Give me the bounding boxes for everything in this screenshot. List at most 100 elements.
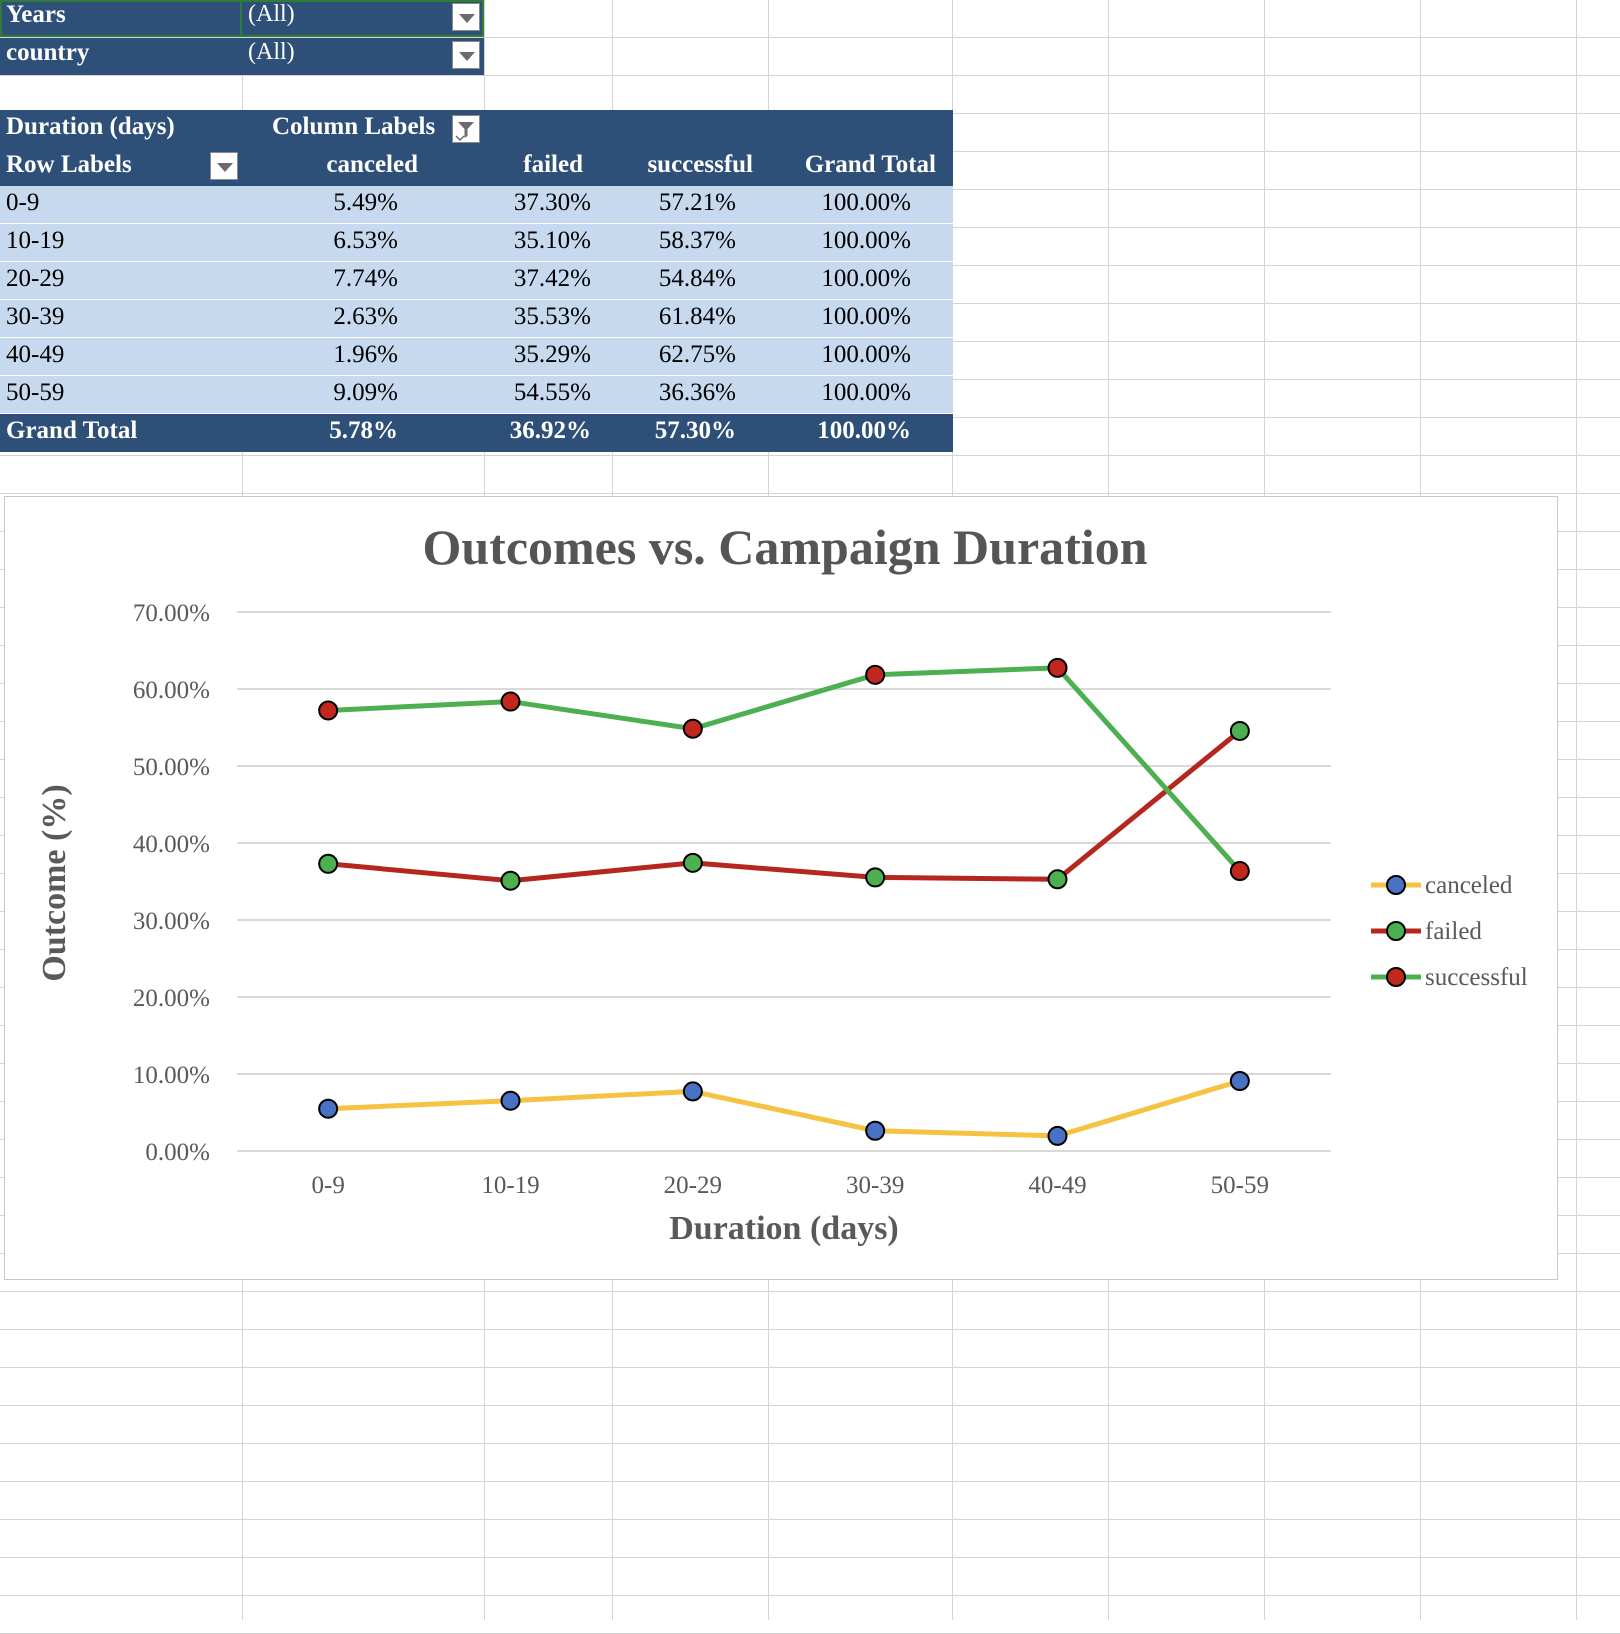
data-point-canceled — [682, 1081, 703, 1102]
grid-row-line — [0, 493, 1620, 494]
data-point-failed — [682, 852, 703, 873]
grid-row-line — [0, 75, 1620, 76]
column-header-canceled: canceled — [326, 151, 418, 178]
cell-failed: 35.10% — [513, 227, 591, 254]
row-label: 10-19 — [6, 227, 65, 254]
pivot-header-row-1: Duration (days) Column Labels — [0, 110, 953, 148]
data-point-canceled — [500, 1090, 521, 1111]
grid-row-line — [0, 1519, 1620, 1520]
cell-successful: 58.37% — [658, 227, 736, 254]
line-chart[interactable]: Outcomes vs. Campaign Duration 0.00% 10.00… — [4, 496, 1558, 1280]
x-tick-label: 0-9 — [312, 1172, 345, 1199]
row-label: 20-29 — [6, 265, 65, 292]
table-row[interactable]: 10-19 6.53% 35.10% 58.37% 100.00% — [0, 224, 953, 262]
cell-canceled: 1.96% — [333, 341, 398, 368]
column-header-grand-total: Grand Total — [804, 151, 936, 178]
legend-marker-canceled — [1386, 875, 1406, 895]
grid-row-line — [0, 1329, 1620, 1330]
data-point-canceled — [865, 1120, 886, 1141]
y-tick-label: 50.00% — [133, 754, 210, 781]
grid-row-line — [0, 1405, 1620, 1406]
grand-total-row[interactable]: Grand Total 5.78% 36.92% 57.30% 100.00% — [0, 414, 953, 452]
filter-field-label: Years — [6, 1, 66, 28]
cell-canceled: 5.78% — [329, 417, 398, 444]
grid-row-line — [0, 455, 1620, 456]
filter-value: (All) — [248, 39, 295, 65]
series-line-canceled — [328, 1078, 1241, 1139]
data-point-failed — [1229, 720, 1250, 741]
table-row[interactable]: 20-29 7.74% 37.42% 54.84% 100.00% — [0, 262, 953, 300]
grid-row-line — [0, 1443, 1620, 1444]
cell-canceled: 6.53% — [333, 227, 398, 254]
table-row[interactable]: 50-59 9.09% 54.55% 36.36% 100.00% — [0, 376, 953, 414]
data-point-canceled — [318, 1098, 339, 1119]
column-header-successful: successful — [647, 151, 753, 178]
table-row[interactable]: 0-9 5.49% 37.30% 57.21% 100.00% — [0, 186, 953, 224]
cell-failed: 35.53% — [513, 303, 591, 330]
filter-value: (All) — [248, 1, 295, 27]
grid-row-line — [0, 1291, 1620, 1292]
series-line-successful — [328, 665, 1242, 873]
cell-successful: 62.75% — [658, 341, 736, 368]
data-point-failed — [318, 853, 339, 874]
table-row[interactable]: 30-39 2.63% 35.53% 61.84% 100.00% — [0, 300, 953, 338]
data-point-failed — [1047, 869, 1068, 890]
grid-column-line — [1576, 0, 1577, 1620]
x-tick-label: 40-49 — [1028, 1172, 1086, 1199]
chart-canvas: Outcomes vs. Campaign Duration 0.00% 10.00… — [36, 519, 1528, 1247]
row-label: Grand Total — [6, 417, 138, 444]
y-tick-label: 20.00% — [133, 985, 210, 1012]
column-header-failed: failed — [523, 151, 583, 178]
grid-row-line — [0, 1367, 1620, 1368]
cell-successful: 57.21% — [658, 189, 736, 216]
y-axis-title: Outcome (%) — [36, 784, 73, 981]
cell-canceled: 2.63% — [333, 303, 398, 330]
x-axis-title: Duration (days) — [669, 1210, 899, 1247]
data-point-failed — [865, 867, 886, 888]
active-cell-border — [0, 0, 242, 37]
grid-row-line — [0, 1557, 1620, 1558]
row-label: 0-9 — [6, 189, 40, 216]
row-label: 30-39 — [6, 303, 65, 330]
row-labels-header: Row Labels — [6, 151, 132, 178]
cell-grand-total: 100.00% — [817, 417, 911, 444]
row-label: 50-59 — [6, 379, 65, 406]
legend-marker-failed — [1386, 921, 1406, 941]
data-point-canceled — [1047, 1125, 1068, 1146]
y-tick-label: 30.00% — [133, 908, 210, 935]
data-point-canceled — [1229, 1071, 1250, 1092]
cell-failed: 36.92% — [509, 417, 591, 444]
grid-row-line — [0, 1481, 1620, 1482]
table-row[interactable]: 40-49 1.96% 35.29% 62.75% 100.00% — [0, 338, 953, 376]
cell-canceled: 5.49% — [333, 189, 398, 216]
filter-icon[interactable] — [452, 115, 480, 143]
cell-failed: 35.29% — [513, 341, 591, 368]
data-point-successful — [500, 691, 521, 712]
cell-grand-total: 100.00% — [821, 189, 911, 216]
cell-canceled: 7.74% — [333, 265, 398, 292]
data-point-successful — [682, 718, 703, 739]
chevron-down-icon[interactable] — [210, 152, 238, 180]
y-tick-label: 70.00% — [133, 600, 210, 627]
data-point-successful — [1229, 861, 1250, 882]
data-point-successful — [865, 664, 886, 685]
series-line-failed — [327, 729, 1242, 884]
cell-failed: 37.42% — [513, 265, 591, 292]
grid-row-line — [0, 37, 1620, 38]
filter-country[interactable]: country (All) — [0, 38, 484, 75]
y-tick-label: 0.00% — [145, 1139, 210, 1166]
pivot-values-label: Duration (days) — [6, 113, 175, 140]
y-tick-label: 10.00% — [133, 1062, 210, 1089]
cell-failed: 54.55% — [513, 379, 591, 406]
cell-successful: 57.30% — [654, 417, 736, 444]
data-point-failed — [500, 870, 521, 891]
y-tick-label: 60.00% — [133, 677, 210, 704]
column-labels-header: Column Labels — [272, 113, 436, 140]
filter-field-label: country — [6, 39, 90, 66]
cell-grand-total: 100.00% — [821, 379, 911, 406]
grid-row-line — [0, 1595, 1620, 1596]
chevron-down-icon[interactable] — [452, 3, 480, 31]
filter-years[interactable]: Years (All) — [0, 0, 484, 37]
chevron-down-icon[interactable] — [452, 41, 480, 69]
y-tick-label: 40.00% — [133, 831, 210, 858]
